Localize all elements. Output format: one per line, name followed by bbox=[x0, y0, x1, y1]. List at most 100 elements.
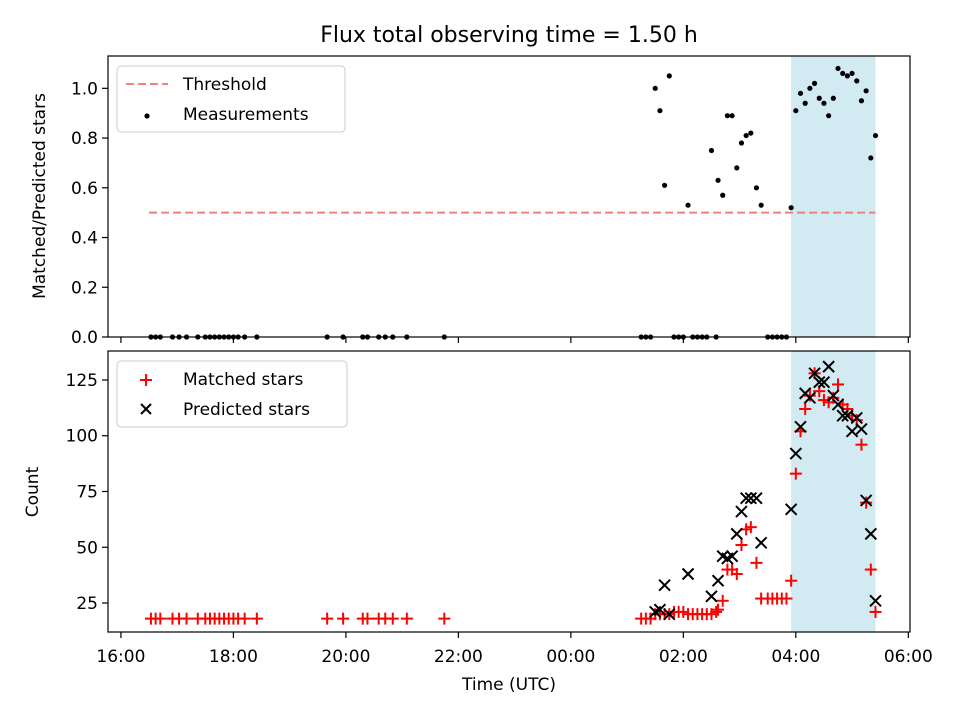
measurement-point bbox=[858, 98, 865, 104]
measurement-point bbox=[748, 130, 754, 136]
x-tick-label: 18:00 bbox=[209, 647, 258, 667]
matched-star-point bbox=[735, 539, 748, 552]
predicted-star-point bbox=[750, 491, 763, 505]
measurement-point bbox=[715, 177, 721, 183]
measurement-point bbox=[666, 73, 672, 79]
legend-matched-swatch bbox=[140, 374, 152, 386]
predicted-stars-points bbox=[649, 360, 882, 621]
bottom-axes-frame bbox=[107, 350, 911, 633]
measurement-point bbox=[854, 78, 860, 84]
matched-star-point bbox=[438, 612, 451, 625]
matched-star-point bbox=[400, 612, 413, 625]
top-y-tick-label: 0.8 bbox=[71, 129, 98, 149]
matched-star-point bbox=[154, 612, 167, 625]
predicted-star-point bbox=[845, 425, 859, 438]
measurement-point bbox=[662, 182, 668, 188]
predicted-star-point bbox=[784, 503, 798, 516]
top-x-ticks bbox=[120, 337, 909, 343]
measurement-point bbox=[849, 70, 855, 77]
top-y-axis-label: Matched/Predicted stars bbox=[30, 93, 50, 299]
top-legend-box bbox=[116, 65, 346, 133]
top-legend: Threshold Measurements bbox=[116, 65, 346, 133]
predicted-star-point bbox=[817, 376, 831, 389]
measurement-point bbox=[807, 85, 813, 91]
measurement-point bbox=[811, 80, 818, 86]
matched-star-point bbox=[710, 605, 723, 618]
top-panel: 0.0 0.2 0.4 0.6 0.8 1.0 Matched/Predicted sta… bbox=[30, 55, 911, 348]
measurement-point bbox=[863, 88, 869, 94]
top-axes-frame bbox=[107, 55, 911, 338]
predicted-star-point bbox=[831, 398, 845, 411]
predicted-star-point bbox=[744, 491, 758, 505]
predicted-star-point bbox=[663, 607, 676, 621]
measurement-point bbox=[840, 70, 846, 77]
measurement-point bbox=[758, 202, 764, 208]
matched-star-point bbox=[789, 467, 802, 480]
predicted-star-point bbox=[658, 578, 671, 592]
matched-star-point bbox=[337, 612, 350, 625]
predicted-star-point bbox=[725, 549, 739, 563]
predicted-star-point bbox=[739, 491, 753, 505]
measurement-point bbox=[708, 147, 715, 154]
matched-star-point bbox=[832, 378, 845, 391]
predicted-star-point bbox=[836, 409, 849, 422]
matched-star-point bbox=[803, 389, 816, 402]
predicted-star-point bbox=[869, 594, 882, 607]
predicted-star-point bbox=[735, 505, 748, 518]
matched-star-point bbox=[827, 391, 840, 404]
matched-star-point bbox=[180, 612, 193, 625]
bottom-y-tick-label: 125 bbox=[66, 371, 98, 391]
top-y-tick-label: 0.2 bbox=[71, 278, 98, 298]
bottom-y-tick-label: 25 bbox=[76, 594, 98, 614]
measurement-point bbox=[720, 192, 726, 198]
measurement-point bbox=[868, 155, 874, 161]
matched-star-point bbox=[716, 594, 729, 607]
measurement-point bbox=[743, 132, 749, 139]
matched-star-point bbox=[780, 592, 793, 605]
predicted-star-point bbox=[813, 376, 826, 389]
x-tick-label: 06:00 bbox=[884, 647, 933, 667]
measurement-point bbox=[872, 132, 879, 139]
matched-star-point bbox=[799, 402, 812, 415]
predicted-star-point bbox=[803, 391, 817, 405]
x-tick-label: 16:00 bbox=[96, 647, 145, 667]
measurement-point bbox=[724, 113, 731, 119]
measurement-point bbox=[652, 85, 658, 91]
legend-predicted-label: Predicted stars bbox=[183, 400, 310, 420]
bottom-y-tick-label: 75 bbox=[76, 483, 98, 503]
measurement-point bbox=[685, 202, 691, 208]
legend-matched-label: Matched stars bbox=[183, 370, 303, 390]
predicted-star-point bbox=[711, 574, 725, 587]
matched-star-point bbox=[386, 612, 399, 625]
matched-star-point bbox=[321, 612, 334, 625]
bottom-legend: Matched stars Predicted stars bbox=[116, 360, 348, 428]
matched-star-point bbox=[712, 603, 725, 616]
top-y-tick-label: 0.4 bbox=[71, 229, 98, 249]
predicted-star-point bbox=[841, 409, 854, 422]
bottom-x-ticks: 16:00 18:00 20:00 22:00 00:00 02:00 04:00 06:00 bbox=[96, 632, 933, 667]
matched-star-point bbox=[869, 605, 882, 618]
measurement-point bbox=[821, 100, 827, 106]
predicted-star-point bbox=[730, 527, 743, 541]
measurement-point bbox=[816, 95, 822, 101]
matched-star-point bbox=[855, 438, 868, 451]
measurement-point bbox=[826, 113, 832, 119]
x-tick-label: 04:00 bbox=[771, 647, 820, 667]
measurement-point bbox=[657, 108, 663, 114]
predicted-star-point bbox=[789, 447, 803, 460]
legend-predicted-swatch bbox=[140, 403, 152, 415]
measurement-point bbox=[835, 65, 841, 72]
x-tick-label: 20:00 bbox=[321, 647, 370, 667]
bottom-legend-box bbox=[116, 360, 348, 428]
predicted-star-point bbox=[855, 422, 868, 436]
matched-star-point bbox=[785, 574, 798, 587]
measurement-point bbox=[844, 73, 850, 79]
measurement-point bbox=[830, 95, 836, 101]
predicted-star-point bbox=[653, 603, 667, 616]
bottom-y-axis-label: Count bbox=[23, 466, 43, 517]
top-y-tick-label: 0.0 bbox=[71, 328, 98, 348]
top-y-ticks: 0.0 0.2 0.4 0.6 0.8 1.0 bbox=[71, 79, 108, 348]
predicted-star-point bbox=[681, 567, 695, 581]
x-tick-label: 00:00 bbox=[546, 647, 595, 667]
